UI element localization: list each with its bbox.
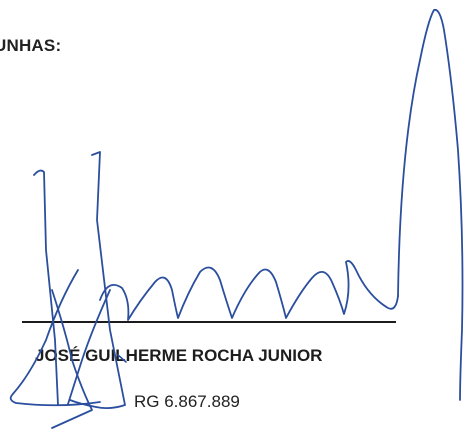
signature-stroke	[99, 260, 399, 321]
section-heading: UNHAS:	[0, 36, 62, 55]
signature-line	[22, 321, 396, 323]
signature-stroke	[397, 8, 464, 401]
signature-stroke	[9, 269, 101, 407]
signature-stroke	[69, 151, 126, 410]
signature-stroke	[33, 169, 59, 406]
signer-id: RG 6.867.889	[134, 392, 240, 411]
signer-name: JOSÉ GUILHERME ROCHA JUNIOR	[35, 346, 323, 365]
